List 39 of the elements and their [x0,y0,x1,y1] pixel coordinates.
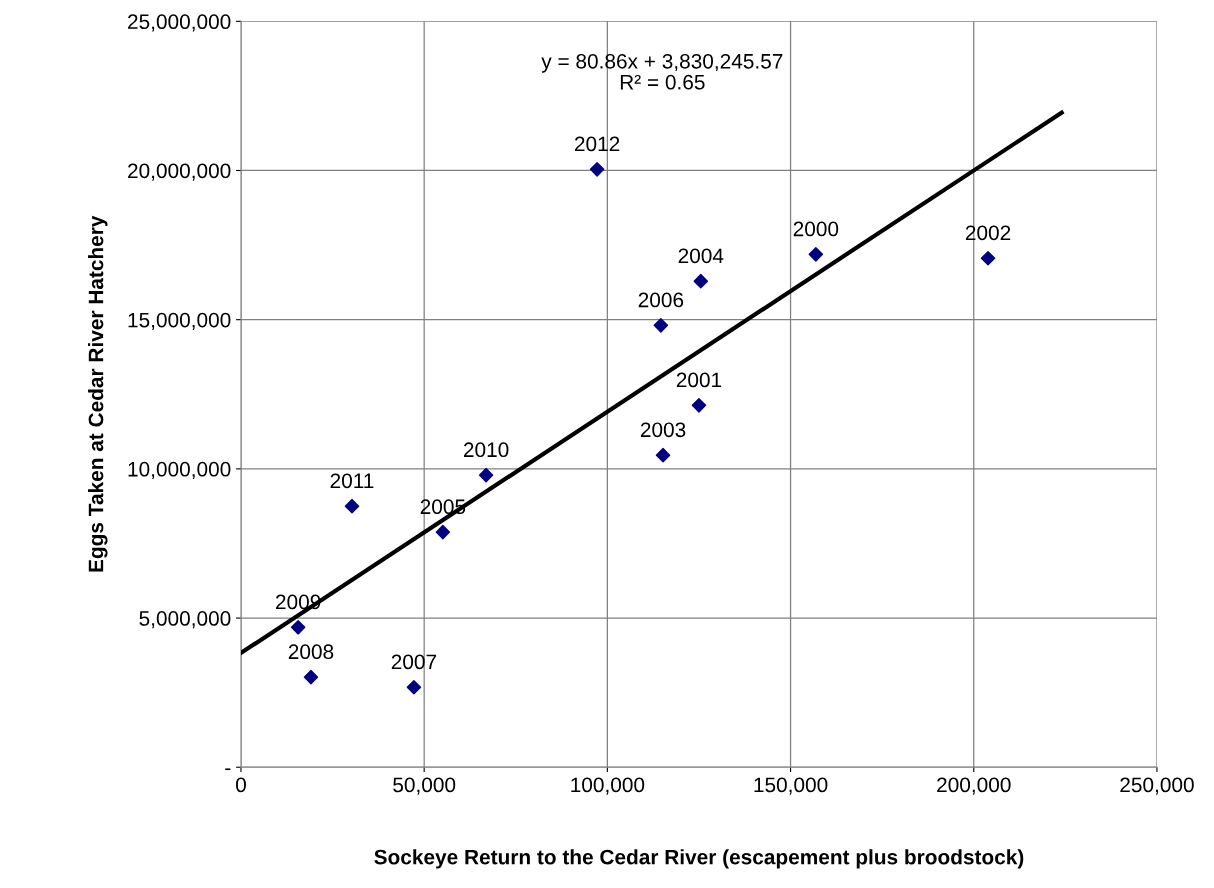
point [406,679,422,695]
point [435,524,451,540]
point [808,247,824,262]
x-axis-title: Sockeye Return to the Cedar River (escapement plus broodstock) [374,849,1024,869]
annotation: 2012 [574,136,620,152]
y-tick-label: - [225,768,231,771]
y-tick-label: 15,000,000 [128,312,231,330]
x-tick-label: 250,000 [1120,777,1194,795]
annotation: 2004 [678,248,724,264]
x-tick-label: 0 [236,777,246,793]
point [589,162,605,177]
x-tick-label: 50,000 [393,777,456,795]
point [303,669,319,685]
point [344,498,360,514]
annotation: 2011 [330,473,374,489]
y-tick-label: 10,000,000 [128,461,231,480]
y-tick-label: 20,000,000 [128,163,231,181]
x-tick-label: 150,000 [754,777,828,795]
annotation: 2003 [640,422,686,438]
y-axis-title: Eggs Taken at Cedar River Hatchery [88,215,108,572]
annotation: 2010 [463,442,509,458]
annotation: 2001 [676,372,722,388]
annotation: y = 80.86x + 3,830,245.57 R² = 0.65 [541,53,783,90]
point [478,467,494,483]
annotation: 2002 [965,225,1011,241]
point [691,398,707,413]
y-tick-label: 25,000,000 [128,14,231,32]
point [653,318,669,333]
point [980,250,996,266]
annotation: 2008 [288,644,334,660]
point [290,620,306,635]
annotation: 2007 [391,654,437,670]
annotation: 2000 [793,221,839,237]
annotation: 2006 [638,292,684,308]
point [655,447,671,463]
x-tick-label: 100,000 [571,777,645,795]
y-tick-label: 5,000,000 [139,611,231,629]
x-tick-label: 200,000 [937,777,1011,795]
point [693,273,709,289]
